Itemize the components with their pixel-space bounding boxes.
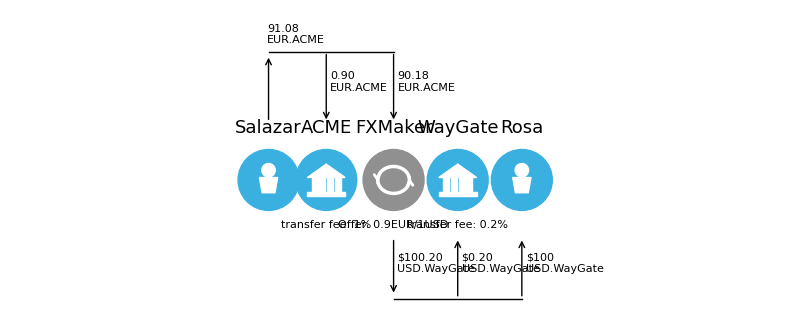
Polygon shape — [307, 192, 345, 196]
Text: 0.90
EUR.ACME: 0.90 EUR.ACME — [330, 71, 388, 93]
Text: Rosa: Rosa — [500, 119, 543, 137]
Circle shape — [363, 150, 424, 210]
Circle shape — [238, 150, 299, 210]
Text: ACME: ACME — [301, 119, 352, 137]
Polygon shape — [443, 178, 449, 192]
Circle shape — [491, 150, 552, 210]
Polygon shape — [319, 178, 326, 192]
Text: 90.18
EUR.ACME: 90.18 EUR.ACME — [398, 71, 455, 93]
Polygon shape — [439, 164, 477, 178]
Text: $100
USD.WayGate: $100 USD.WayGate — [526, 253, 603, 274]
Polygon shape — [312, 178, 318, 192]
Circle shape — [262, 164, 275, 177]
Circle shape — [427, 150, 488, 210]
Text: transfer fee: 1%: transfer fee: 1% — [281, 220, 371, 230]
Circle shape — [515, 164, 529, 177]
Text: $0.20
USD.WayGate: $0.20 USD.WayGate — [462, 253, 539, 274]
Polygon shape — [439, 192, 477, 196]
Polygon shape — [327, 178, 334, 192]
Polygon shape — [513, 178, 531, 193]
Text: Offer: 0.9EUR/1USD: Offer: 0.9EUR/1USD — [338, 220, 449, 230]
Text: $100.20
USD.WayGate: $100.20 USD.WayGate — [398, 253, 475, 274]
Text: 91.08
EUR.ACME: 91.08 EUR.ACME — [267, 24, 325, 45]
Polygon shape — [307, 164, 345, 178]
Polygon shape — [334, 178, 341, 192]
Polygon shape — [466, 178, 472, 192]
Circle shape — [296, 150, 357, 210]
Polygon shape — [458, 178, 465, 192]
Text: transfer fee: 0.2%: transfer fee: 0.2% — [407, 220, 508, 230]
Polygon shape — [450, 178, 457, 192]
Polygon shape — [259, 178, 278, 193]
Text: FXMaker: FXMaker — [354, 119, 432, 137]
Text: Salazar: Salazar — [235, 119, 302, 137]
Text: WayGate: WayGate — [417, 119, 498, 137]
